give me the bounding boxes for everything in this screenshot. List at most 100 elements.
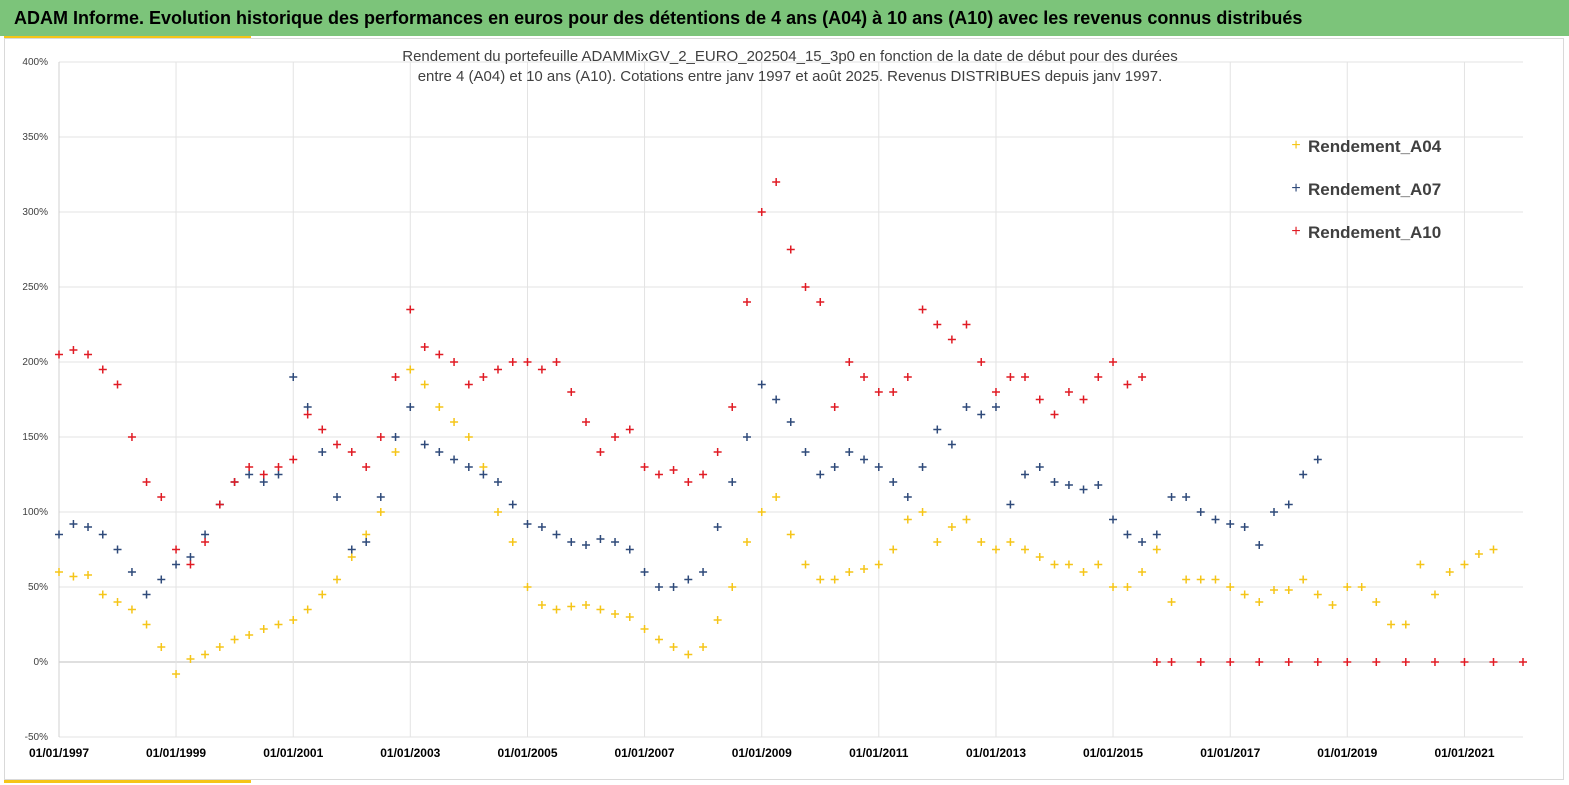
legend-label-a10: Rendement_A10 (1308, 223, 1441, 242)
data-point (1226, 583, 1235, 591)
data-point (933, 320, 942, 329)
data-point (464, 463, 473, 471)
grid (58, 61, 1523, 738)
data-point (318, 425, 327, 434)
data-point (669, 643, 678, 651)
data-point (1138, 373, 1147, 381)
data-point (406, 365, 415, 374)
data-point (1196, 575, 1205, 584)
series-rendement-a07 (55, 373, 1322, 599)
data-point (1152, 530, 1161, 539)
data-point (1401, 620, 1410, 629)
data-point (230, 635, 239, 644)
data-point (816, 298, 825, 306)
data-point (772, 178, 781, 186)
data-point (903, 373, 912, 381)
data-point (1079, 568, 1088, 576)
data-point (1021, 373, 1030, 381)
data-point (728, 478, 737, 486)
x-tick-label: 01/01/1999 (146, 746, 206, 760)
data-point (537, 601, 546, 609)
series-rendement-a04 (55, 365, 1498, 678)
data-point (699, 568, 708, 576)
data-point (1152, 545, 1161, 554)
data-point (640, 463, 649, 471)
data-point (611, 538, 620, 546)
data-point (1372, 598, 1381, 606)
data-point (215, 500, 224, 509)
data-point (1372, 658, 1381, 666)
data-point (757, 380, 766, 389)
data-point (1226, 658, 1235, 666)
accent-bar-top (4, 36, 251, 39)
data-point (274, 470, 283, 479)
data-point (172, 670, 181, 678)
data-point (201, 538, 210, 546)
y-tick-label: 100% (22, 507, 48, 518)
data-point (347, 545, 356, 554)
data-point (1401, 658, 1410, 666)
data-point (977, 358, 986, 366)
data-point (1182, 493, 1191, 501)
data-point (1196, 508, 1205, 516)
x-tick-label: 01/01/2013 (966, 746, 1026, 760)
data-point (435, 403, 444, 411)
y-tick-label: 250% (22, 282, 48, 293)
data-point (1035, 553, 1044, 561)
data-point (889, 545, 898, 554)
data-point (55, 350, 63, 359)
data-point (1416, 560, 1425, 569)
data-point (1357, 583, 1366, 591)
data-point (991, 388, 1000, 396)
data-point (1299, 575, 1308, 584)
data-point (742, 433, 751, 441)
data-point (274, 620, 283, 629)
data-point (1109, 515, 1118, 524)
data-point (801, 448, 810, 456)
data-point (684, 478, 693, 486)
data-point (1299, 470, 1308, 479)
data-point (1284, 586, 1293, 594)
x-tick-label: 01/01/2007 (615, 746, 675, 760)
data-point (786, 530, 795, 539)
data-point (127, 568, 136, 576)
data-point (918, 305, 927, 314)
data-point (127, 433, 136, 441)
x-tick-label: 01/01/2019 (1317, 746, 1377, 760)
data-point (215, 643, 224, 651)
data-point (640, 625, 649, 633)
data-point (347, 553, 356, 561)
data-point (1035, 463, 1044, 471)
data-point (142, 620, 151, 629)
data-point (1152, 658, 1161, 666)
data-point (1211, 575, 1220, 584)
data-point (450, 455, 459, 464)
data-point (1094, 373, 1103, 381)
data-point (391, 433, 400, 441)
data-point (84, 350, 93, 359)
x-tick-label: 01/01/1997 (29, 746, 89, 760)
data-point (1313, 455, 1322, 464)
data-point (699, 643, 708, 651)
x-tick-label: 01/01/2003 (380, 746, 440, 760)
data-point (567, 538, 576, 546)
data-point (1123, 583, 1132, 591)
data-point (1006, 538, 1015, 546)
data-point (713, 616, 722, 624)
data-point (318, 590, 327, 599)
y-tick-label: 400% (22, 57, 48, 68)
data-point (1050, 560, 1059, 569)
data-point (303, 605, 312, 614)
data-point (552, 358, 561, 366)
data-point (1519, 658, 1527, 666)
data-point (333, 440, 342, 449)
data-point (567, 388, 576, 396)
data-point (1050, 410, 1059, 419)
data-point (1313, 590, 1322, 599)
legend: + Rendement_A04 + Rendement_A07 + Rendem… (1291, 137, 1441, 242)
data-point (947, 335, 956, 344)
chart-title-line-1: Rendement du portefeuille ADAMMixGV_2_EU… (402, 48, 1178, 65)
data-point (757, 508, 766, 516)
data-point (523, 358, 532, 366)
data-point (289, 616, 298, 624)
